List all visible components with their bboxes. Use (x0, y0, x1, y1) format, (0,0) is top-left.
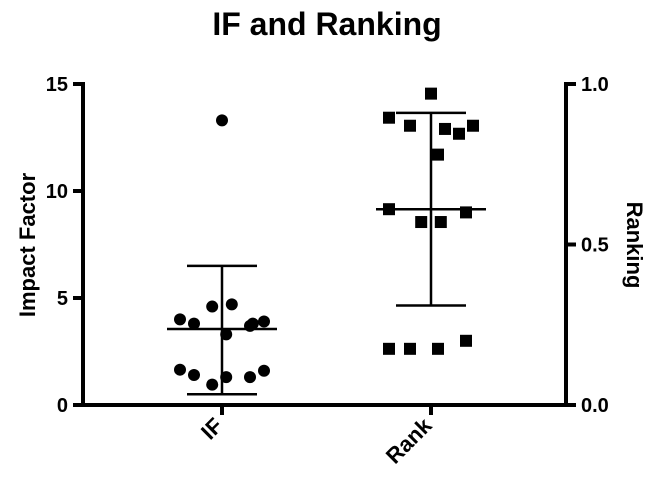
left-axis-ticks: 0 5 10 15 (46, 74, 83, 417)
right-axis-ticks: 0.0 0.5 1.0 (566, 74, 609, 417)
x-tick-label: IF (196, 413, 228, 445)
axes (81, 82, 568, 407)
left-axis-label: Impact Factor (15, 172, 40, 317)
rank-point (467, 119, 479, 132)
left-tick-label: 5 (57, 288, 68, 310)
if-point (258, 364, 270, 377)
category-labels: IF Rank (196, 405, 437, 469)
if-point (225, 298, 238, 311)
rank-point (432, 342, 444, 355)
if-point (188, 369, 200, 382)
left-tick-label: 15 (46, 74, 68, 96)
if-point (216, 114, 228, 127)
left-tick-label: 10 (46, 181, 68, 203)
chart-title: IF and Ranking (212, 6, 441, 42)
x-tick-label: Rank (381, 412, 437, 468)
if-point (188, 317, 200, 330)
right-tick-label: 0.5 (581, 235, 609, 257)
rank-point (434, 216, 447, 229)
if-point (206, 378, 219, 391)
rank-point (404, 342, 416, 355)
error-bars (167, 111, 486, 396)
if-point (174, 363, 186, 376)
rank-point (415, 216, 428, 229)
rank-point (404, 119, 416, 132)
rank-point (460, 334, 472, 347)
right-tick-label: 1.0 (581, 74, 609, 96)
data-marks (174, 87, 479, 391)
rank-point (432, 148, 444, 161)
rank-point (383, 342, 395, 355)
right-tick-label: 0.0 (581, 395, 609, 417)
rank-point (425, 87, 437, 100)
if-point (244, 371, 256, 384)
if-point (206, 300, 219, 313)
if-point (246, 317, 259, 330)
right-axis-label: Ranking (622, 202, 647, 289)
if-point (258, 315, 270, 328)
rank-point (439, 122, 451, 135)
left-tick-label: 0 (57, 395, 68, 417)
if-point (174, 313, 186, 326)
rank-point (383, 111, 395, 124)
rank-point (453, 127, 465, 140)
